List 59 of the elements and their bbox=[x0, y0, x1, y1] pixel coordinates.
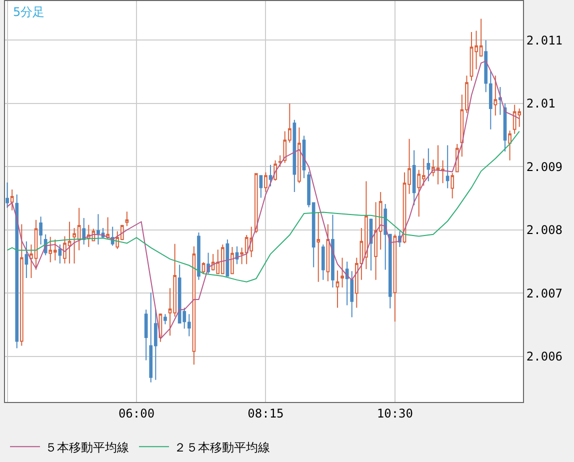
y-tick-label: 2.009 bbox=[526, 160, 563, 174]
candlestick bbox=[39, 216, 42, 246]
candlestick bbox=[125, 211, 129, 227]
candlestick bbox=[268, 164, 272, 187]
x-tick-label: 08:15 bbox=[248, 406, 284, 420]
x-tick-label: 10:30 bbox=[376, 406, 414, 420]
candlestick bbox=[197, 232, 200, 280]
candlestick bbox=[106, 216, 110, 240]
candlestick bbox=[484, 40, 488, 93]
y-tick-label: 2.007 bbox=[526, 286, 563, 300]
candlestick bbox=[235, 246, 239, 265]
line-series bbox=[6, 60, 520, 340]
chart-title: 5分足 bbox=[13, 5, 45, 19]
y-tick-label: 2.01 bbox=[526, 96, 556, 111]
candlestick bbox=[82, 217, 86, 246]
candlestick bbox=[24, 240, 28, 279]
candlestick bbox=[412, 150, 416, 206]
candlestick bbox=[20, 224, 24, 346]
y-tick-label: 2.008 bbox=[526, 223, 563, 238]
candlestick bbox=[326, 224, 330, 282]
candlestick bbox=[494, 75, 498, 116]
candlestick bbox=[350, 270, 354, 318]
candlestick bbox=[393, 234, 397, 322]
candlestick bbox=[340, 257, 344, 288]
candlestick bbox=[302, 135, 306, 179]
candlestick bbox=[230, 246, 234, 274]
candlestick bbox=[292, 119, 296, 193]
candlestick bbox=[187, 314, 191, 337]
candlestick bbox=[254, 173, 258, 234]
candlestick bbox=[298, 127, 301, 184]
candlestick bbox=[503, 102, 507, 152]
y-tick-label: 2.011 bbox=[526, 33, 563, 48]
legend-label: ５本移動平均線 bbox=[45, 440, 129, 454]
candlestick bbox=[316, 212, 320, 282]
y-tick-label: 2.006 bbox=[526, 350, 563, 364]
candlestick bbox=[164, 314, 167, 325]
candlestick bbox=[259, 175, 263, 198]
candlestick bbox=[369, 218, 373, 271]
candlestick bbox=[426, 148, 430, 182]
candlestick bbox=[264, 172, 268, 193]
candlestick bbox=[345, 261, 349, 306]
candlestick bbox=[331, 214, 334, 288]
candlestick bbox=[6, 182, 9, 208]
line-series bbox=[6, 130, 520, 282]
candlestick bbox=[336, 270, 340, 308]
candlestick bbox=[58, 244, 62, 264]
candlestick bbox=[144, 309, 148, 361]
candlestick bbox=[446, 144, 450, 189]
candlestick bbox=[488, 70, 492, 130]
candlestick bbox=[450, 172, 454, 199]
candlestick bbox=[192, 246, 196, 366]
candlestick bbox=[10, 188, 14, 211]
candlestick bbox=[15, 194, 19, 349]
candlestick bbox=[278, 154, 282, 168]
x-tick-label: 06:00 bbox=[118, 406, 155, 420]
candlestick bbox=[321, 244, 325, 280]
candlestick bbox=[508, 130, 512, 161]
legend-label: ２５本移動平均線 bbox=[174, 440, 270, 454]
candlestick bbox=[498, 86, 502, 116]
